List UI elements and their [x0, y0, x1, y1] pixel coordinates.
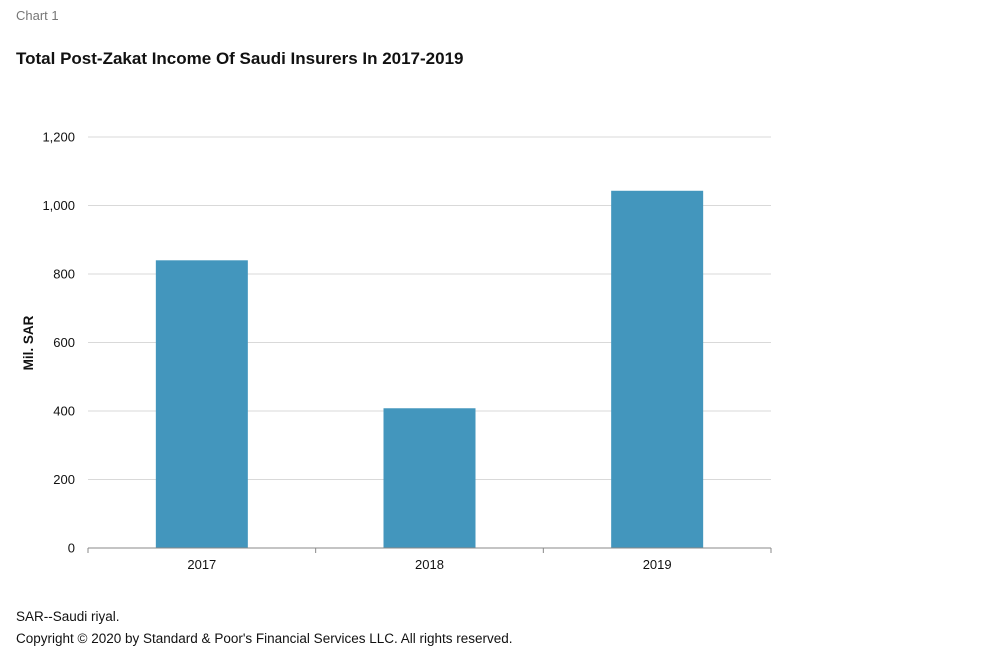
y-axis-ticks: 0 200 400 600 800 1,000 1,200 [42, 130, 75, 556]
chart-title: Total Post-Zakat Income Of Saudi Insurer… [16, 49, 464, 68]
y-tick-label: 0 [68, 541, 75, 556]
copyright-notice: Copyright © 2020 by Standard & Poor's Fi… [16, 631, 513, 646]
y-tick-label: 1,000 [42, 198, 75, 213]
footnote: SAR--Saudi riyal. [16, 609, 120, 624]
y-tick-label: 200 [53, 472, 75, 487]
bar-2019 [611, 190, 704, 548]
bar-2018 [383, 408, 476, 548]
y-tick-label: 800 [53, 267, 75, 282]
x-tick-label: 2019 [643, 557, 672, 572]
y-axis-label: Mil. SAR [21, 315, 36, 370]
y-tick-label: 1,200 [42, 130, 75, 145]
bar-2017 [155, 260, 248, 548]
chart-number-label: Chart 1 [16, 8, 59, 23]
x-tick-label: 2018 [415, 557, 444, 572]
y-tick-label: 400 [53, 404, 75, 419]
y-tick-label: 600 [53, 335, 75, 350]
x-axis-ticks: 2017 2018 2019 [187, 557, 671, 572]
bar-chart: 0 200 400 600 800 1,000 1,200 2017 2018 2019 Mil… [21, 130, 772, 572]
bars [155, 190, 704, 548]
x-axis [87, 547, 772, 553]
x-tick-label: 2017 [187, 557, 216, 572]
